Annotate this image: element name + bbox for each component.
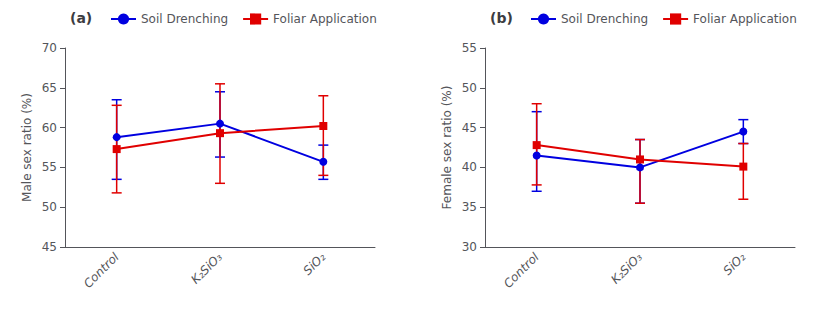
svg-text:60: 60 [42, 121, 57, 135]
svg-text:50: 50 [42, 200, 57, 214]
svg-text:Soil Drenching: Soil Drenching [561, 12, 648, 26]
svg-text:Foliar Application: Foliar Application [693, 12, 797, 26]
svg-text:55: 55 [462, 41, 477, 55]
svg-text:SiO₂: SiO₂ [301, 250, 329, 278]
svg-text:45: 45 [42, 240, 57, 254]
svg-text:Control: Control [501, 250, 542, 291]
svg-text:50: 50 [462, 81, 477, 95]
svg-text:45: 45 [462, 121, 477, 135]
svg-text:K₂SiO₃: K₂SiO₃ [608, 250, 645, 287]
svg-text:65: 65 [42, 81, 57, 95]
svg-text:Soil Drenching: Soil Drenching [141, 12, 228, 26]
svg-text:40: 40 [462, 160, 477, 174]
svg-text:Foliar Application: Foliar Application [273, 12, 377, 26]
svg-text:Female sex ratio (%): Female sex ratio (%) [440, 86, 454, 210]
svg-text:(a): (a) [70, 10, 92, 26]
svg-text:(b): (b) [490, 10, 513, 26]
svg-text:55: 55 [42, 160, 57, 174]
svg-text:SiO₂: SiO₂ [721, 250, 749, 278]
svg-text:Male sex ratio (%): Male sex ratio (%) [20, 93, 34, 202]
svg-text:K₂SiO₃: K₂SiO₃ [188, 250, 225, 287]
svg-text:Control: Control [81, 250, 122, 291]
svg-text:70: 70 [42, 41, 57, 55]
svg-text:35: 35 [462, 200, 477, 214]
svg-text:30: 30 [462, 240, 477, 254]
